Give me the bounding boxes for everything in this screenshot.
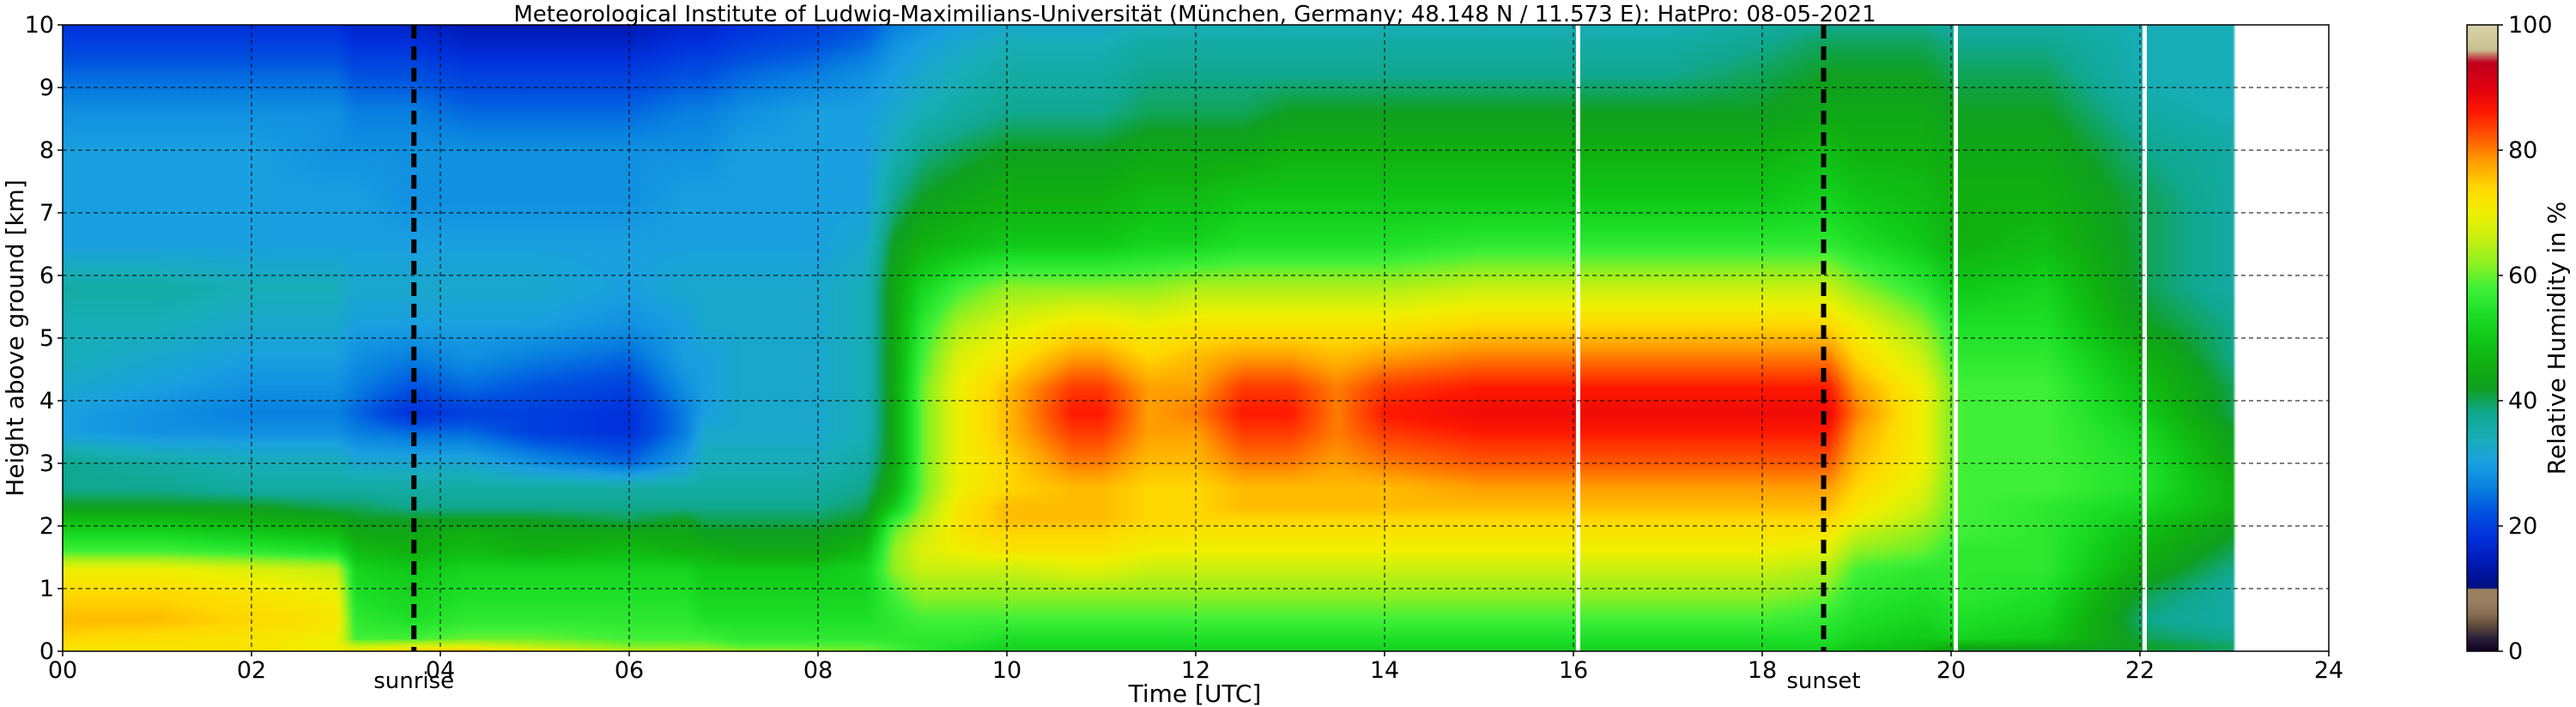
- y-tick-label: 0: [39, 638, 54, 665]
- y-tick-label: 5: [39, 325, 54, 352]
- y-tick-label: 3: [39, 450, 54, 477]
- y-tick-label: 1: [39, 576, 54, 602]
- x-axis-label: Time [UTC]: [1128, 680, 1262, 707]
- colorbar-tick-label: 60: [2508, 263, 2537, 289]
- sunset-label: sunset: [1786, 668, 1860, 694]
- x-tick-label: 14: [1370, 657, 1399, 684]
- colorbar-frame: [2466, 24, 2499, 652]
- sunrise-label: sunrise: [373, 668, 454, 694]
- y-tick-label: 10: [25, 12, 54, 39]
- y-tick-label: 2: [39, 513, 54, 540]
- x-axis-ticks: 00 02 04 06 08 10 12 14 16 18 20 22 24: [48, 651, 2343, 684]
- x-tick-label: 22: [2125, 657, 2155, 684]
- x-tick-label: 02: [237, 657, 266, 684]
- x-tick-label: 24: [2314, 657, 2343, 684]
- colorbar-label: Relative Humidity in %: [2543, 202, 2571, 475]
- x-tick-label: 00: [48, 657, 77, 684]
- y-tick-label: 4: [39, 388, 54, 414]
- x-tick-label: 16: [1559, 657, 1588, 684]
- chart-title: Meteorological Institute of Ludwig-Maxim…: [513, 2, 1876, 27]
- x-tick-label: 12: [1181, 657, 1210, 684]
- x-tick-label: 20: [1937, 657, 1966, 684]
- colorbar-tick-label: 100: [2508, 12, 2553, 39]
- colorbar: [2467, 25, 2498, 651]
- grid-lines: [63, 25, 2329, 651]
- x-tick-label: 18: [1748, 657, 1777, 684]
- y-axis-label: Height above ground [km]: [1, 179, 29, 497]
- y-tick-label: 9: [39, 75, 54, 101]
- y-tick-label: 6: [39, 263, 54, 289]
- event-labels: sunrise sunset: [373, 668, 1860, 694]
- colorbar-ticks: 0 20 40 60 80 100: [2498, 12, 2553, 665]
- y-tick-label: 7: [39, 200, 54, 227]
- event-markers: [411, 25, 1827, 651]
- colorbar-tick-label: 80: [2508, 137, 2537, 164]
- x-tick-label: 04: [426, 657, 455, 684]
- colorbar-tick-label: 20: [2508, 513, 2537, 540]
- x-tick-label: 10: [992, 657, 1021, 684]
- x-tick-label: 06: [615, 657, 644, 684]
- x-tick-label: 08: [803, 657, 833, 684]
- y-tick-label: 8: [39, 137, 54, 164]
- colorbar-tick-label: 0: [2508, 638, 2523, 665]
- colorbar-tick-label: 40: [2508, 388, 2537, 414]
- y-axis-ticks: 0 1 2 3 4 5 6 7 8 9 10: [25, 12, 63, 665]
